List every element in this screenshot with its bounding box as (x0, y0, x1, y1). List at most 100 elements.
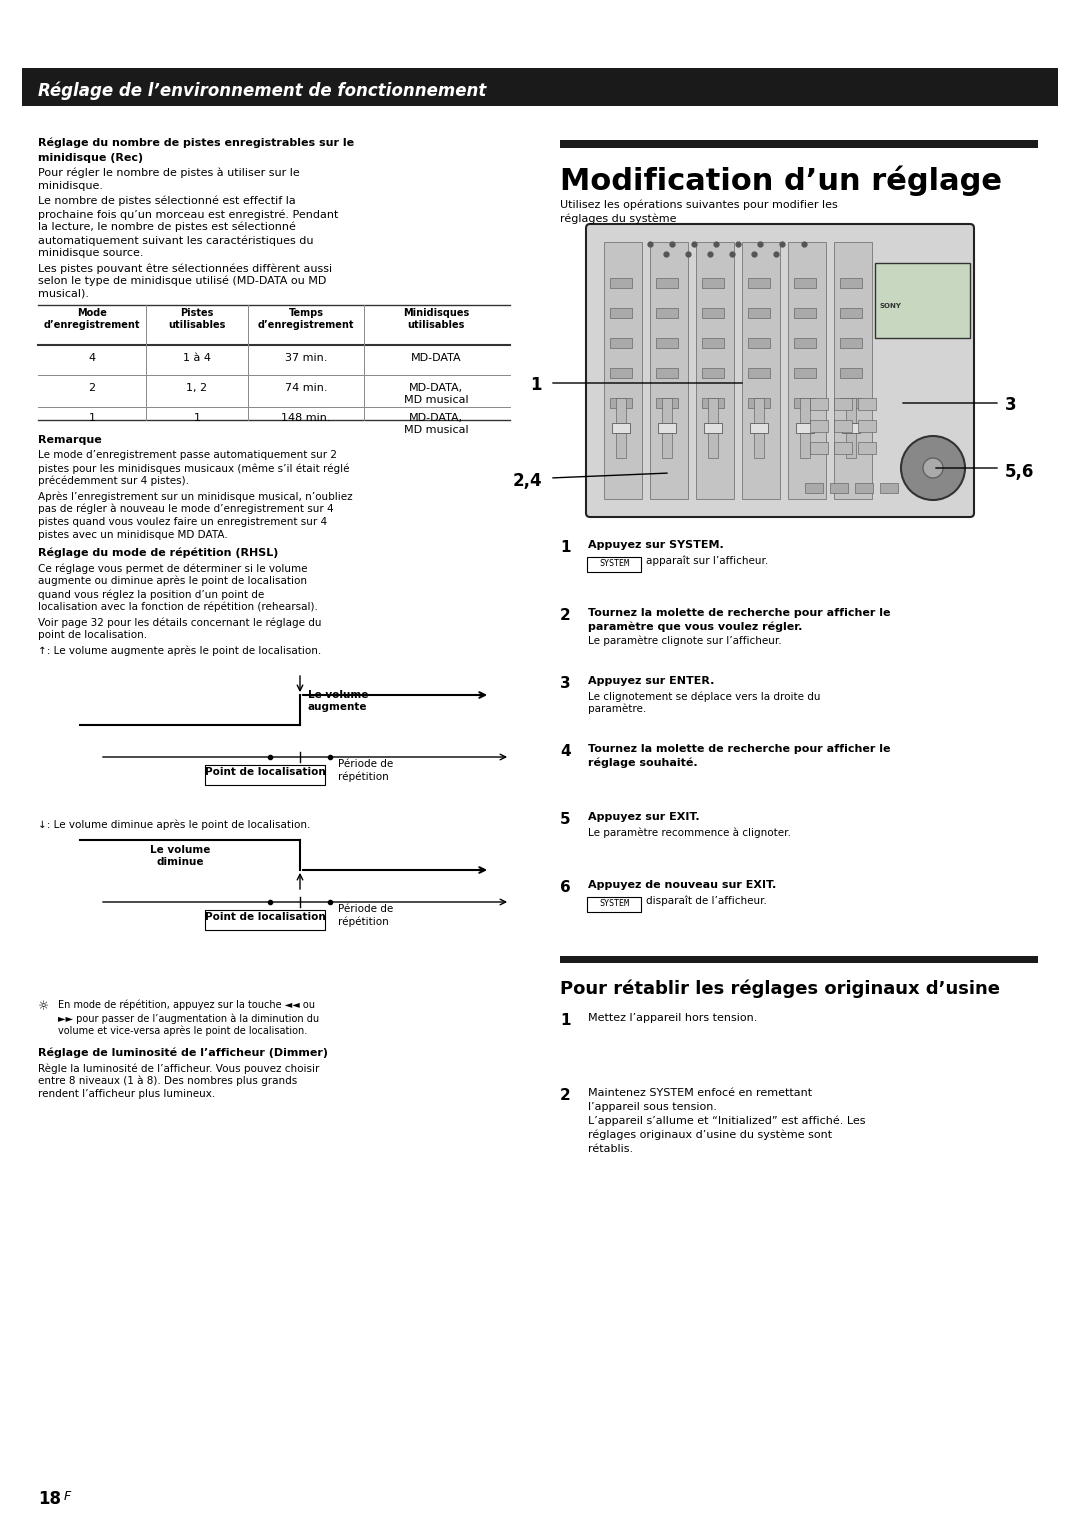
Bar (742, 241, 780, 500)
Text: Le volume
augmente: Le volume augmente (308, 691, 368, 712)
Text: Minidisques
utilisables: Minidisques utilisables (403, 309, 469, 330)
Bar (754, 397, 764, 458)
Text: Le paramètre clignote sur l’afficheur.: Le paramètre clignote sur l’afficheur. (588, 636, 782, 646)
Text: 3: 3 (561, 675, 570, 691)
Bar (840, 397, 862, 408)
Text: selon le type de minidisque utilisé (MD-DATA ou MD: selon le type de minidisque utilisé (MD-… (38, 277, 326, 287)
Bar (610, 278, 632, 287)
Bar (610, 368, 632, 377)
Text: Pistes
utilisables: Pistes utilisables (168, 309, 226, 330)
Bar (748, 338, 770, 348)
Bar (22, 69, 1058, 105)
Text: 2: 2 (561, 608, 570, 623)
Text: Point de localisation: Point de localisation (204, 767, 325, 778)
Text: SONY: SONY (880, 303, 902, 309)
Bar (616, 397, 626, 458)
Text: Le clignotement se déplace vers la droite du: Le clignotement se déplace vers la droit… (588, 691, 821, 701)
Bar (842, 423, 860, 432)
Text: Pour régler le nombre de pistes à utiliser sur le: Pour régler le nombre de pistes à utilis… (38, 168, 300, 179)
Bar (750, 423, 768, 432)
Text: 37 min.: 37 min. (285, 353, 327, 364)
Bar (796, 423, 814, 432)
Bar (800, 397, 810, 458)
Text: 1: 1 (530, 376, 542, 394)
Text: rétablis.: rétablis. (588, 1144, 633, 1154)
Bar (748, 278, 770, 287)
Text: Après l’enregistrement sur un minidisque musical, n’oubliez: Après l’enregistrement sur un minidisque… (38, 490, 353, 501)
Bar (794, 309, 816, 318)
Text: Utilisez les opérations suivantes pour modifier les: Utilisez les opérations suivantes pour m… (561, 200, 838, 211)
Text: MD-DATA,
MD musical: MD-DATA, MD musical (404, 384, 469, 405)
Bar (696, 241, 734, 500)
Bar (205, 766, 325, 785)
Text: ►► pour passer de l’augmentation à la diminution du: ►► pour passer de l’augmentation à la di… (58, 1013, 319, 1024)
Bar (834, 420, 852, 432)
Text: Pour rétablir les réglages originaux d’usine: Pour rétablir les réglages originaux d’u… (561, 979, 1000, 998)
Text: point de localisation.: point de localisation. (38, 630, 147, 640)
Text: Voir page 32 pour les détails concernant le réglage du: Voir page 32 pour les détails concernant… (38, 617, 322, 628)
Bar (748, 397, 770, 408)
Text: ↓: Le volume diminue après le point de localisation.: ↓: Le volume diminue après le point de l… (38, 821, 310, 831)
Text: apparaît sur l’afficheur.: apparaît sur l’afficheur. (646, 556, 768, 567)
Text: 1: 1 (193, 413, 201, 423)
Bar (702, 278, 724, 287)
Text: l’appareil sous tension.: l’appareil sous tension. (588, 1102, 717, 1112)
Text: Réglage de luminosité de l’afficheur (Dimmer): Réglage de luminosité de l’afficheur (Di… (38, 1048, 328, 1059)
Bar (840, 338, 862, 348)
Bar (810, 420, 828, 432)
Text: F: F (64, 1490, 71, 1504)
Bar (748, 368, 770, 377)
Text: 5,6: 5,6 (1005, 463, 1035, 481)
Text: 1, 2: 1, 2 (187, 384, 207, 393)
FancyBboxPatch shape (588, 897, 642, 912)
Text: 1 à 4: 1 à 4 (183, 353, 211, 364)
Bar (875, 263, 970, 338)
Text: localisation avec la fonction de répétition (rehearsal).: localisation avec la fonction de répétit… (38, 602, 318, 613)
Bar (708, 397, 718, 458)
Text: Appuyez sur EXIT.: Appuyez sur EXIT. (588, 811, 700, 822)
Text: entre 8 niveaux (1 à 8). Des nombres plus grands: entre 8 niveaux (1 à 8). Des nombres plu… (38, 1076, 297, 1086)
Bar (810, 397, 828, 410)
Bar (702, 309, 724, 318)
Text: 1: 1 (561, 1013, 570, 1028)
Bar (794, 278, 816, 287)
Bar (205, 911, 325, 931)
FancyBboxPatch shape (586, 225, 974, 516)
Bar (656, 397, 678, 408)
Text: L’appareil s’allume et “Initialized” est affiché. Les: L’appareil s’allume et “Initialized” est… (588, 1115, 865, 1126)
Text: pistes quand vous voulez faire un enregistrement sur 4: pistes quand vous voulez faire un enregi… (38, 516, 327, 527)
Bar (858, 442, 876, 454)
Text: précédemment sur 4 pistes).: précédemment sur 4 pistes). (38, 477, 189, 486)
Text: Appuyez sur SYSTEM.: Appuyez sur SYSTEM. (588, 539, 724, 550)
Text: réglage souhaité.: réglage souhaité. (588, 756, 698, 767)
Circle shape (923, 458, 943, 478)
Text: Mode
d’enregistrement: Mode d’enregistrement (44, 309, 140, 330)
Bar (846, 397, 856, 458)
Text: quand vous réglez la position d’un point de: quand vous réglez la position d’un point… (38, 588, 265, 599)
Bar (840, 368, 862, 377)
Text: Tournez la molette de recherche pour afficher le: Tournez la molette de recherche pour aff… (588, 744, 891, 753)
Text: musical).: musical). (38, 289, 89, 299)
Text: Réglage du mode de répétition (RHSL): Réglage du mode de répétition (RHSL) (38, 549, 279, 559)
Text: MD-DATA: MD-DATA (410, 353, 461, 364)
Bar (656, 278, 678, 287)
Text: disparaît de l’afficheur.: disparaît de l’afficheur. (646, 895, 767, 906)
Text: Le paramètre recommence à clignoter.: Le paramètre recommence à clignoter. (588, 827, 791, 837)
Text: minidisque source.: minidisque source. (38, 248, 144, 258)
Text: ↑: Le volume augmente après le point de localisation.: ↑: Le volume augmente après le point de … (38, 645, 321, 656)
Text: SYSTEM: SYSTEM (599, 900, 629, 909)
Text: Remarque: Remarque (38, 435, 102, 445)
Text: pas de régler à nouveau le mode d’enregistrement sur 4: pas de régler à nouveau le mode d’enregi… (38, 504, 334, 515)
Text: rendent l’afficheur plus lumineux.: rendent l’afficheur plus lumineux. (38, 1089, 215, 1099)
Text: Ce réglage vous permet de déterminer si le volume: Ce réglage vous permet de déterminer si … (38, 562, 308, 573)
Text: Réglage de l’environnement de fonctionnement: Réglage de l’environnement de fonctionne… (38, 83, 486, 101)
Bar (810, 442, 828, 454)
Text: 2: 2 (89, 384, 95, 393)
Bar (704, 423, 723, 432)
Text: En mode de répétition, appuyez sur la touche ◄◄ ou: En mode de répétition, appuyez sur la to… (58, 999, 315, 1010)
Text: Le nombre de pistes sélectionné est effectif la: Le nombre de pistes sélectionné est effe… (38, 196, 296, 206)
Bar (805, 483, 823, 494)
Bar (702, 338, 724, 348)
Bar (662, 397, 672, 458)
Text: pistes pour les minidisques musicaux (même s’il était réglé: pistes pour les minidisques musicaux (mê… (38, 463, 350, 474)
